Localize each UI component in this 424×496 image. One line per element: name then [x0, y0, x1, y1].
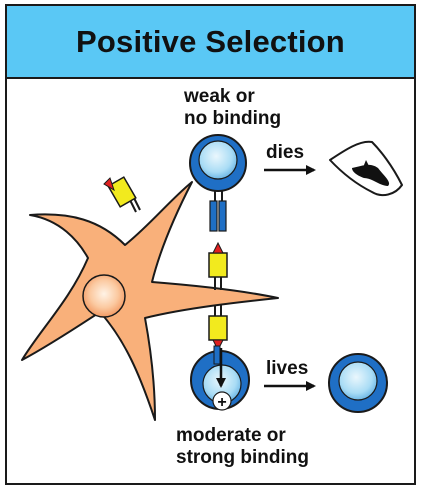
plus-sign: +	[217, 394, 226, 411]
dies-label: dies	[266, 142, 304, 163]
surviving-t-cell	[328, 353, 388, 413]
moderate-binding-label-line2: strong binding	[176, 447, 309, 468]
mhc-receptor-upper-arm	[103, 176, 141, 213]
epithelial-cell	[21, 181, 279, 421]
mhc-receptor-center	[208, 241, 228, 290]
mhc-receptor-bound	[208, 305, 228, 352]
tcr-weak	[209, 200, 218, 232]
plus-circle	[212, 391, 232, 411]
epithelial-nucleus	[82, 274, 126, 318]
lives-label: lives	[266, 358, 308, 379]
weak-binding-label-line1: weak or	[183, 86, 255, 107]
diagram-title: Positive Selection	[76, 23, 345, 59]
weak-binding-label-line2: no binding	[184, 108, 281, 129]
title-banner: Positive Selection	[7, 6, 414, 79]
moderate-binding-label-line1: moderate or	[176, 425, 286, 446]
epithelial-cell-body	[21, 181, 279, 421]
t-cell-weak-binding	[189, 134, 247, 232]
dead-cell	[329, 140, 403, 197]
t-cell-strong-binding: +	[190, 345, 250, 411]
